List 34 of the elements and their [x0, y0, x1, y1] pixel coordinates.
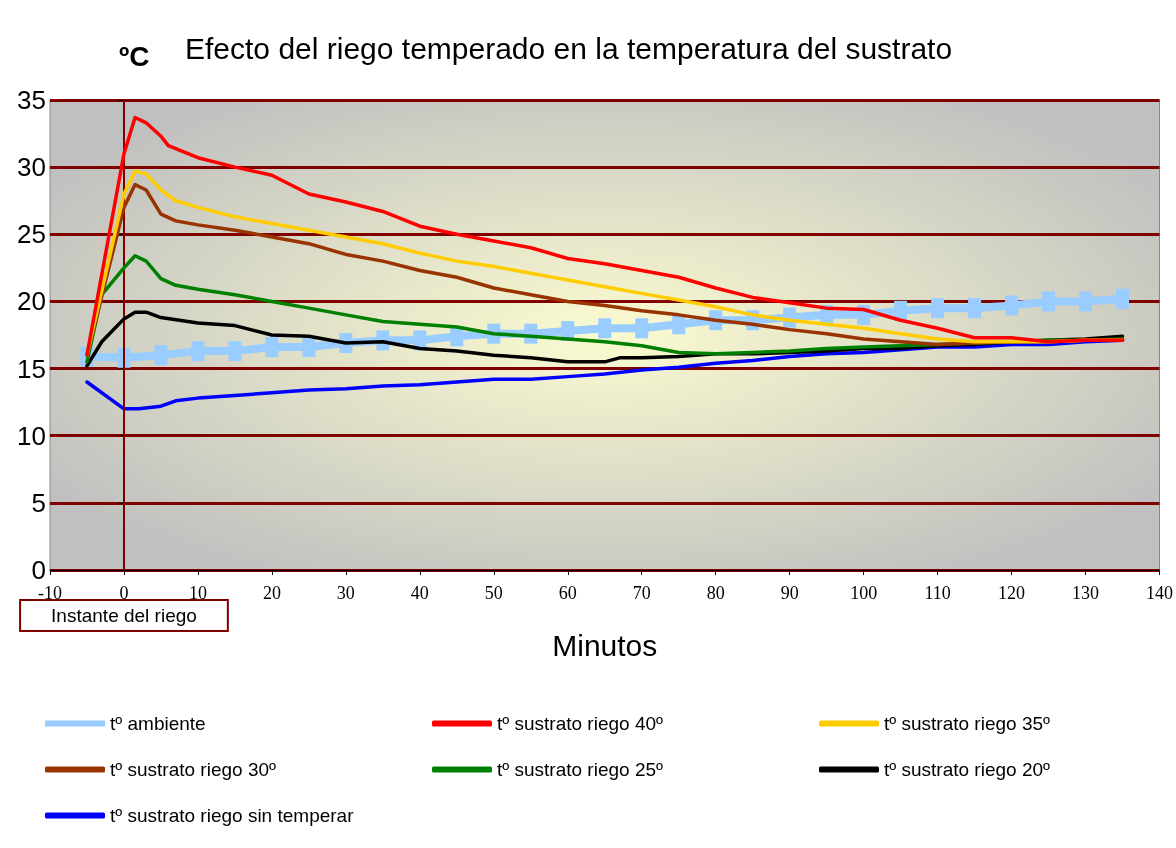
x-tick-label: 100	[850, 583, 878, 603]
x-tick-label: 90	[780, 583, 799, 603]
y-tick-label: 35	[17, 85, 46, 115]
x-tick-label: 0	[119, 583, 129, 603]
x-tick-label: 130	[1072, 583, 1100, 603]
chart-title: Efecto del riego temperado en la temperatura del sustrato	[185, 31, 953, 65]
x-tick-label: 20	[262, 583, 281, 603]
y-tick-label: 30	[17, 152, 46, 183]
y-tick-label: 25	[17, 219, 46, 250]
x-tick-label: 10	[188, 583, 207, 603]
y-tick-label: 15	[17, 353, 46, 384]
x-axis-title: Minutos	[552, 628, 658, 662]
legend-label: tº sustrato riego 35º	[884, 713, 1051, 734]
x-tick-label: 40	[410, 583, 429, 603]
x-tick-label: 120	[998, 583, 1026, 603]
x-tick-label: 50	[484, 583, 503, 603]
y-tick-label: 20	[17, 286, 46, 317]
legend-label: tº sustrato riego 20º	[884, 759, 1051, 780]
y-tick-label: 5	[31, 487, 46, 518]
x-tick-label: 60	[558, 583, 577, 603]
x-tick-label: -10	[38, 583, 62, 603]
x-tick-label: 80	[706, 583, 725, 603]
y-axis-title: ºC	[118, 40, 150, 72]
legend-label: tº sustrato riego 25º	[497, 759, 664, 780]
legend-label: tº sustrato riego 40º	[497, 713, 664, 734]
y-tick-label: 10	[17, 420, 46, 451]
x-tick-label: 140	[1146, 583, 1173, 603]
legend-label: tº sustrato riego sin temperar	[110, 805, 355, 826]
x-tick-label: 70	[632, 583, 651, 603]
x-tick-label: 110	[924, 583, 951, 603]
legend-label: tº sustrato riego 30º	[110, 759, 277, 780]
legend-label: tº ambiente	[110, 713, 206, 734]
x-tick-label: 30	[336, 583, 355, 603]
ref-line-label: Instante del riego	[51, 605, 197, 626]
